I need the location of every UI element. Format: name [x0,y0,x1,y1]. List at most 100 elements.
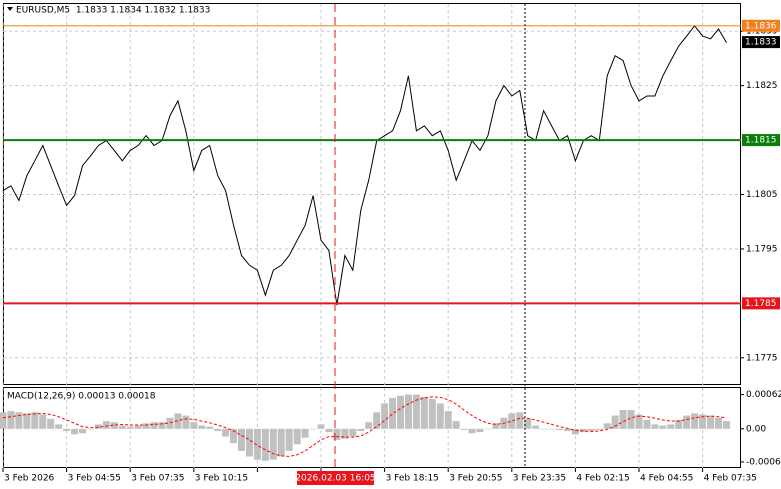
histogram-bar [253,428,261,460]
histogram-bar [0,412,7,429]
histogram-bar [7,411,15,429]
histogram-bar [556,428,563,430]
x-tick-label: 3 Feb 20:55 [449,474,502,484]
histogram-bar [55,424,63,429]
histogram-bar [691,413,699,429]
histogram-bar [238,428,245,451]
histogram-bar [651,424,659,429]
histogram-bar [571,428,579,435]
histogram-bar [492,423,500,429]
histogram-bar [715,417,722,429]
histogram-bar [277,428,285,457]
histogram-bar [39,414,47,429]
y-tick-label: 1.1825 [746,81,778,91]
histogram-bar [635,414,643,429]
x-tick-label: 3 Feb 10:15 [195,474,248,484]
histogram-bar [397,395,404,429]
histogram-bar [63,428,71,432]
histogram-bar [261,428,269,461]
histogram-bar [389,397,397,429]
histogram-bar [587,428,595,432]
y-tick-label: 1.1795 [746,244,778,254]
last-price-bg [742,36,780,49]
histogram-bar [611,415,619,429]
histogram-bar [548,428,556,430]
histogram-bar [603,423,611,429]
histogram-bar [214,428,222,432]
histogram-bar [230,428,238,444]
histogram-bar [699,414,707,429]
histogram-bar [707,415,715,429]
histogram-bar [79,428,86,434]
histogram-bar [174,413,182,429]
histogram-bar [285,428,293,451]
histogram-bar [452,421,460,429]
histogram-bar [436,403,444,429]
histogram-bar [158,422,166,429]
level-label: 1.1836 [745,21,777,31]
histogram-bar [150,422,158,429]
price-line [2,24,727,306]
histogram-bar [142,423,150,429]
x-tick-label: 4 Feb 02:15 [576,474,629,484]
histogram-bar [412,394,420,429]
histogram-bar [309,428,317,430]
plot-layer: 3 Feb 2026 3 Feb 04:55 3 Feb 07:35 3 Feb 10… [0,4,781,484]
histogram-bar [317,424,325,429]
x-tick-label: 4 Feb 04:55 [640,474,693,484]
histogram-bar [563,428,571,432]
histogram-bar [659,425,667,429]
y-tick-label: 1.1775 [746,353,778,363]
histogram-bar [428,399,436,429]
level-label: 1.1815 [745,136,777,146]
histogram-bar [683,415,691,429]
histogram-bar [420,396,428,429]
histogram-bar [325,428,333,433]
x-tick-label: 3 Feb 23:35 [513,474,566,484]
histogram-bar [373,412,381,429]
histogram-bar [110,422,118,429]
histogram-bar [357,428,365,432]
histogram-bar [516,412,524,429]
histogram-bar [86,428,94,430]
histogram-bar [595,428,603,430]
x-tick-label: 3 Feb 04:55 [68,474,121,484]
histogram-bar [206,426,214,429]
histogram-bar [245,428,253,457]
histogram-bar [94,424,102,429]
histogram-bar [23,413,31,429]
histogram-bar [619,410,627,429]
histogram-bar [532,425,540,429]
histogram-bar [381,403,389,429]
last-price-label: 1.1833 [745,38,777,48]
histogram-bar [71,428,79,435]
signal-line [2,396,727,457]
histogram-bar [667,424,675,429]
histogram-bar [460,428,468,430]
cursor-label-bg [297,471,374,485]
histogram-bar [47,418,55,429]
cursor-label: 2026.02.03 16:05 [295,474,375,484]
y-tick-label: 0.00 [746,424,766,434]
histogram-bar [722,421,730,429]
level-label-bg [742,134,780,147]
histogram-bar [293,428,301,445]
histogram-bar [675,420,683,429]
histogram-bar [333,428,341,440]
histogram-bar [126,426,134,429]
x-tick-label: 3 Feb 18:15 [386,474,439,484]
y-tick-label: 0.00062 [746,390,781,400]
histogram-bar [484,428,492,430]
histogram-bar [540,428,548,430]
x-tick-label: 3 Feb 2026 [4,474,55,484]
histogram-bar [31,412,39,429]
x-tick-label: 3 Feb 07:35 [131,474,184,484]
histogram-bar [444,411,452,429]
chart-title: EURUSD,M5 1.1833 1.1834 1.1832 1.1833 [16,6,210,16]
histogram-bar [643,420,651,429]
histogram-bar [404,394,412,429]
histogram-bar [118,425,126,429]
histogram-bar [190,422,198,429]
histogram-bar [365,422,373,429]
